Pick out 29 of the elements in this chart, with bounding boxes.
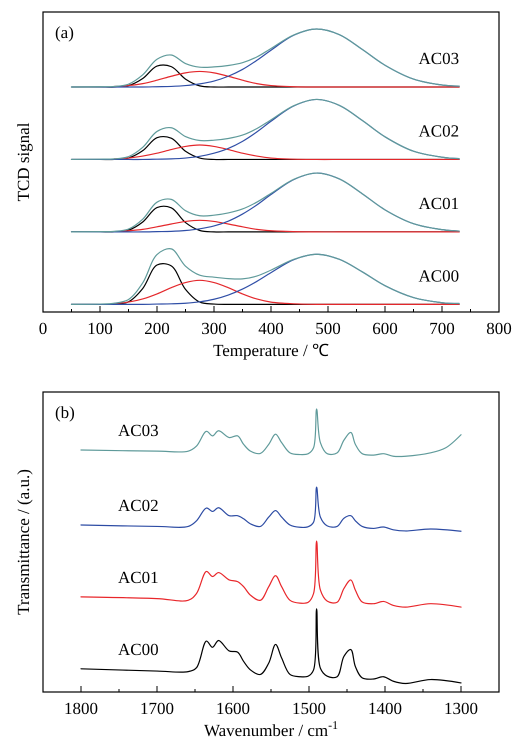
x-tick-label: 1800: [64, 699, 98, 718]
y-axis-title: Transmittance / (a.u.): [14, 469, 33, 615]
y-axis-title: TCD signal: [14, 122, 33, 202]
series-label: AC01: [418, 194, 460, 214]
annotation: (a): [55, 23, 74, 42]
x-tick-label: 500: [315, 319, 341, 338]
x-tick-label: 600: [372, 319, 398, 338]
x-axis-title: Wavenumber / cm$^{-1}$: [204, 718, 338, 740]
x-tick-label: 100: [87, 319, 113, 338]
x-tick-label: 1500: [292, 699, 326, 718]
x-tick-label: 200: [144, 319, 170, 338]
x-axis-title: Temperature / ℃: [213, 341, 329, 360]
x-tick-label: 300: [201, 319, 227, 338]
series-label: AC02: [418, 122, 460, 141]
x-tick-label: 0: [38, 319, 48, 338]
series-label: AC00: [118, 640, 159, 659]
x-tick-label: 700: [429, 319, 455, 338]
x-tick-label: 1700: [140, 699, 174, 718]
series-label: AC01: [118, 568, 159, 587]
x-tick-label: 800: [486, 319, 512, 338]
x-tick-label: 1300: [444, 699, 478, 718]
series-label: AC02: [118, 496, 159, 516]
series-label: AC00: [418, 266, 460, 286]
x-tick-label: 1600: [216, 699, 250, 718]
series-label: AC03: [418, 49, 460, 68]
x-tick-label: 400: [258, 319, 284, 338]
annotation: (b): [55, 403, 75, 422]
series-label: AC03: [118, 421, 159, 440]
x-tick-label: 1400: [368, 699, 402, 718]
